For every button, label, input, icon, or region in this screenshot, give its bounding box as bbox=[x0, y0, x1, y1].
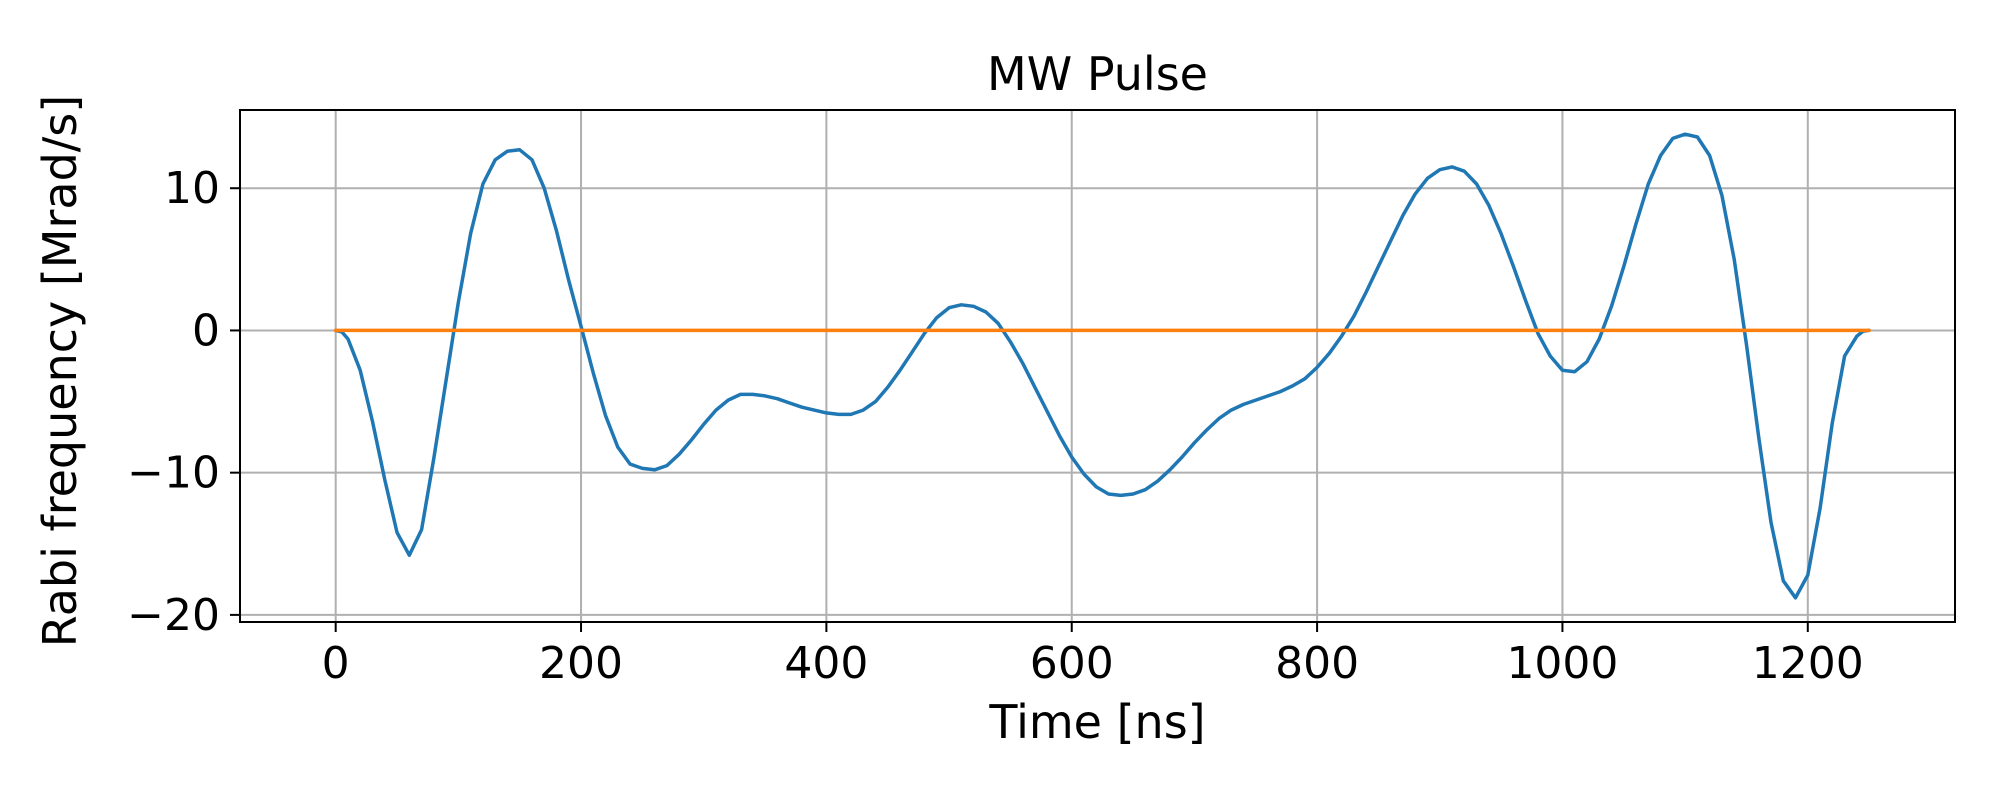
x-tick-label: 0 bbox=[322, 638, 350, 689]
y-tick-label: 10 bbox=[164, 163, 220, 214]
series-line-1 bbox=[333, 132, 1871, 600]
x-tick-label: 600 bbox=[1030, 638, 1114, 689]
x-tick-label: 200 bbox=[539, 638, 623, 689]
x-tick-label: 800 bbox=[1275, 638, 1359, 689]
y-gridlines bbox=[240, 187, 1955, 616]
x-tick-label: 1200 bbox=[1752, 638, 1864, 689]
x-gridlines bbox=[334, 110, 1809, 622]
x-axis-label: Time [ns] bbox=[988, 695, 1205, 749]
y-axis-label: Rabi frequency [Mrad/s] bbox=[33, 95, 87, 647]
chart-title: MW Pulse bbox=[987, 47, 1208, 101]
series-lines bbox=[333, 132, 1871, 600]
x-axis-ticks: 0 200 400 600 800 1000 1200 bbox=[322, 622, 1864, 689]
y-tick-label: 0 bbox=[192, 305, 220, 356]
y-axis-ticks: −20 −10 0 10 bbox=[127, 163, 240, 641]
y-tick-label: −10 bbox=[127, 448, 220, 499]
plot-frame bbox=[239, 109, 1956, 623]
x-tick-label: 1000 bbox=[1506, 638, 1618, 689]
y-tick-label: −20 bbox=[127, 590, 220, 641]
x-tick-label: 400 bbox=[784, 638, 868, 689]
